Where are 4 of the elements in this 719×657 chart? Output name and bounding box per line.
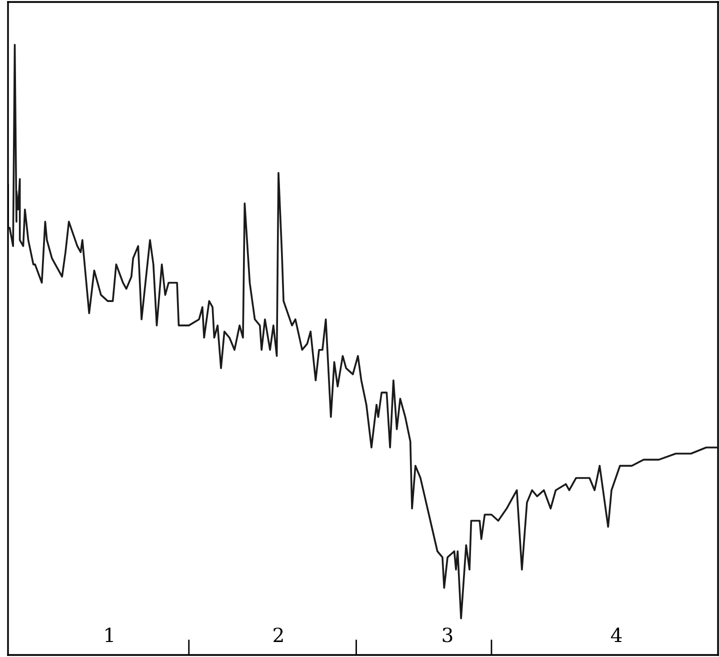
x-tick-label: 2 xyxy=(274,628,283,642)
x-tick-label: 1 xyxy=(106,628,113,642)
x-tick-label: 4 xyxy=(610,628,622,642)
x-tick-label: 3 xyxy=(442,628,452,642)
